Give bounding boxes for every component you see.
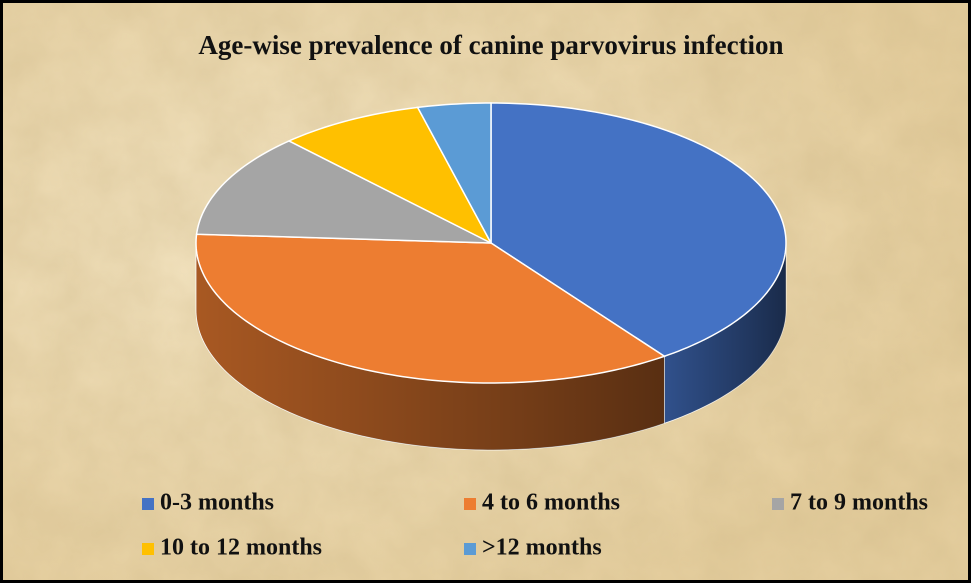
legend-swatch — [464, 543, 476, 555]
pie-side-shade — [664, 243, 786, 424]
pie-slice — [416, 102, 492, 244]
legend-swatch — [772, 498, 784, 510]
legend-swatch — [142, 543, 154, 555]
legend-label: 0-3 months — [160, 490, 274, 516]
legend-label: 7 to 9 months — [790, 490, 928, 516]
pie-sides — [195, 242, 787, 451]
legend-label: 4 to 6 months — [482, 490, 620, 516]
pie-slice — [490, 102, 787, 358]
pie-slice — [287, 106, 493, 245]
legend-swatch — [142, 498, 154, 510]
legend-swatch — [464, 498, 476, 510]
pie-slice — [195, 140, 492, 244]
pie-slice — [195, 233, 667, 384]
pie-side-shade — [196, 243, 665, 450]
legend-label: >12 months — [482, 535, 602, 561]
chart-title: Age-wise prevalence of canine parvovirus… — [198, 30, 783, 60]
legend-label: 10 to 12 months — [160, 535, 322, 561]
